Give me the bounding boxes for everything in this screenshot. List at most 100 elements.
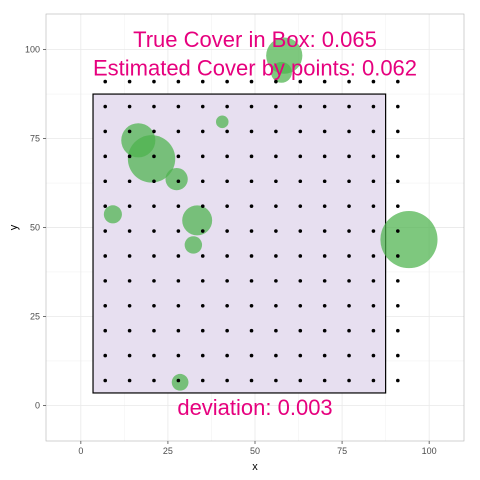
sample-point <box>298 154 303 159</box>
sample-point <box>396 204 400 208</box>
sample-point <box>200 104 205 109</box>
sample-point <box>225 303 229 308</box>
sample-point <box>176 229 181 233</box>
sample-points <box>103 79 400 383</box>
sample-point <box>371 303 376 308</box>
sample-point <box>200 154 205 159</box>
sample-point <box>322 254 327 258</box>
sample-point <box>176 378 181 383</box>
sample-point <box>371 254 376 258</box>
sample-point <box>347 79 351 84</box>
sample-point <box>200 254 205 258</box>
sample-point <box>396 79 400 84</box>
sample-point <box>176 104 181 109</box>
sample-point <box>347 303 351 308</box>
sample-point <box>103 353 108 358</box>
sample-point <box>396 154 400 159</box>
sample-point <box>127 353 132 358</box>
sample-point <box>371 179 376 184</box>
sample-point <box>249 79 254 84</box>
sample-point <box>347 254 351 258</box>
sample-point <box>152 229 156 233</box>
sample-point <box>298 129 303 134</box>
sample-point <box>274 328 278 333</box>
sample-point <box>322 279 327 283</box>
sample-point <box>298 254 303 258</box>
sample-point <box>103 378 108 383</box>
sample-point <box>225 279 229 283</box>
sample-point <box>225 204 229 208</box>
sample-point <box>298 328 303 333</box>
sample-point <box>103 154 108 159</box>
sample-point <box>371 204 376 208</box>
sample-point <box>396 378 400 383</box>
sample-point <box>322 179 327 184</box>
sample-point <box>371 129 376 134</box>
sample-point <box>176 79 181 84</box>
sample-point <box>396 179 400 184</box>
y-tick-label: 100 <box>25 45 40 55</box>
sample-point <box>249 179 254 184</box>
sample-point <box>347 353 351 358</box>
sample-point <box>176 353 181 358</box>
sample-point <box>371 378 376 383</box>
sample-point <box>347 104 351 109</box>
sample-point <box>249 279 254 283</box>
sample-point <box>176 179 181 184</box>
sample-point <box>298 79 303 84</box>
sample-point <box>225 179 229 184</box>
sample-point <box>322 204 327 208</box>
sample-point <box>249 328 254 333</box>
sample-point <box>274 79 278 84</box>
sample-point <box>298 353 303 358</box>
sample-point <box>249 353 254 358</box>
sample-point <box>322 303 327 308</box>
cover-circle <box>103 205 122 224</box>
sample-point <box>396 104 400 109</box>
sample-point <box>298 229 303 233</box>
sample-point <box>274 129 278 134</box>
sample-point <box>322 79 327 84</box>
sample-point <box>371 79 376 84</box>
sample-point <box>127 254 132 258</box>
sample-point <box>127 279 132 283</box>
sample-point <box>152 328 156 333</box>
cover-circle <box>380 211 438 269</box>
x-tick-label: 0 <box>78 446 83 456</box>
sample-point <box>347 328 351 333</box>
sample-point <box>200 79 205 84</box>
sample-point <box>347 204 351 208</box>
sample-point <box>322 104 327 109</box>
sample-point <box>322 353 327 358</box>
cover-circle <box>215 115 229 129</box>
y-tick-label: 0 <box>35 400 40 410</box>
sample-point <box>371 154 376 159</box>
sample-point <box>225 229 229 233</box>
sample-point <box>274 378 278 383</box>
sample-point <box>103 104 108 109</box>
sample-point <box>347 179 351 184</box>
sample-point <box>127 154 132 159</box>
sample-point <box>274 254 278 258</box>
sample-point <box>200 279 205 283</box>
sample-point <box>176 303 181 308</box>
sample-point <box>396 279 400 283</box>
sample-point <box>152 154 156 159</box>
sample-point <box>127 79 132 84</box>
sample-point <box>396 254 400 258</box>
sample-point <box>176 328 181 333</box>
sample-point <box>396 129 400 134</box>
sample-point <box>298 104 303 109</box>
sample-point <box>152 353 156 358</box>
sample-point <box>274 154 278 159</box>
sample-point <box>127 328 132 333</box>
sample-point <box>152 179 156 184</box>
x-tick-label: 100 <box>422 446 437 456</box>
cover-circle <box>184 236 203 254</box>
sample-point <box>274 229 278 233</box>
sample-point <box>347 129 351 134</box>
y-tick-label: 75 <box>30 134 40 144</box>
cover-circle <box>271 61 292 83</box>
annotation-deviation: deviation: 0.003 <box>177 395 332 420</box>
cover-circles <box>103 37 438 391</box>
